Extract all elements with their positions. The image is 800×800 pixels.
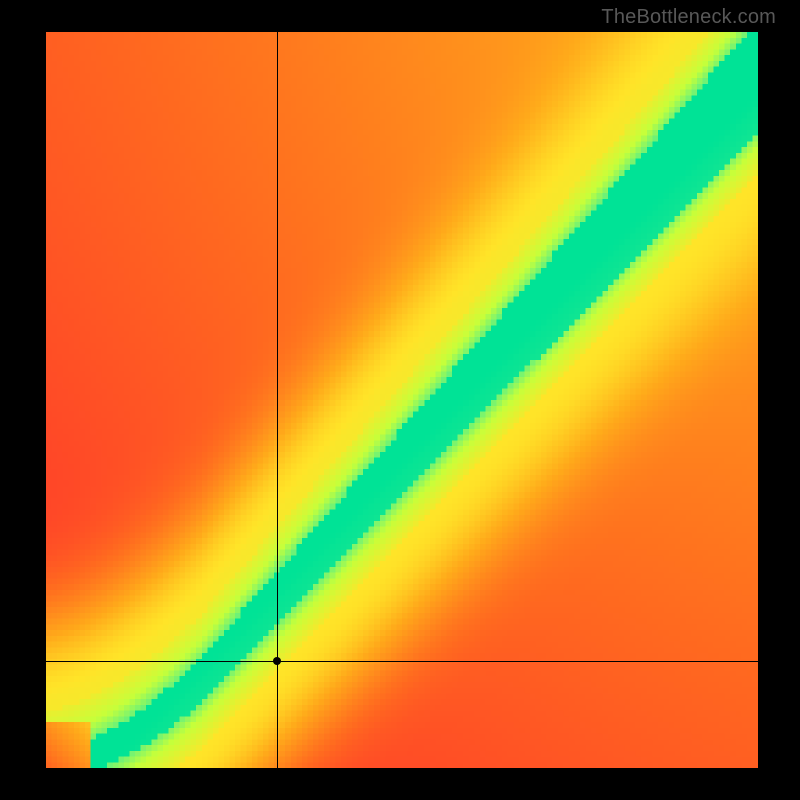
chart-container: TheBottleneck.com: [0, 0, 800, 800]
watermark-text: TheBottleneck.com: [601, 6, 776, 29]
crosshair-horizontal: [46, 661, 758, 662]
marker-dot: [273, 657, 281, 665]
heatmap-canvas: [46, 32, 758, 768]
